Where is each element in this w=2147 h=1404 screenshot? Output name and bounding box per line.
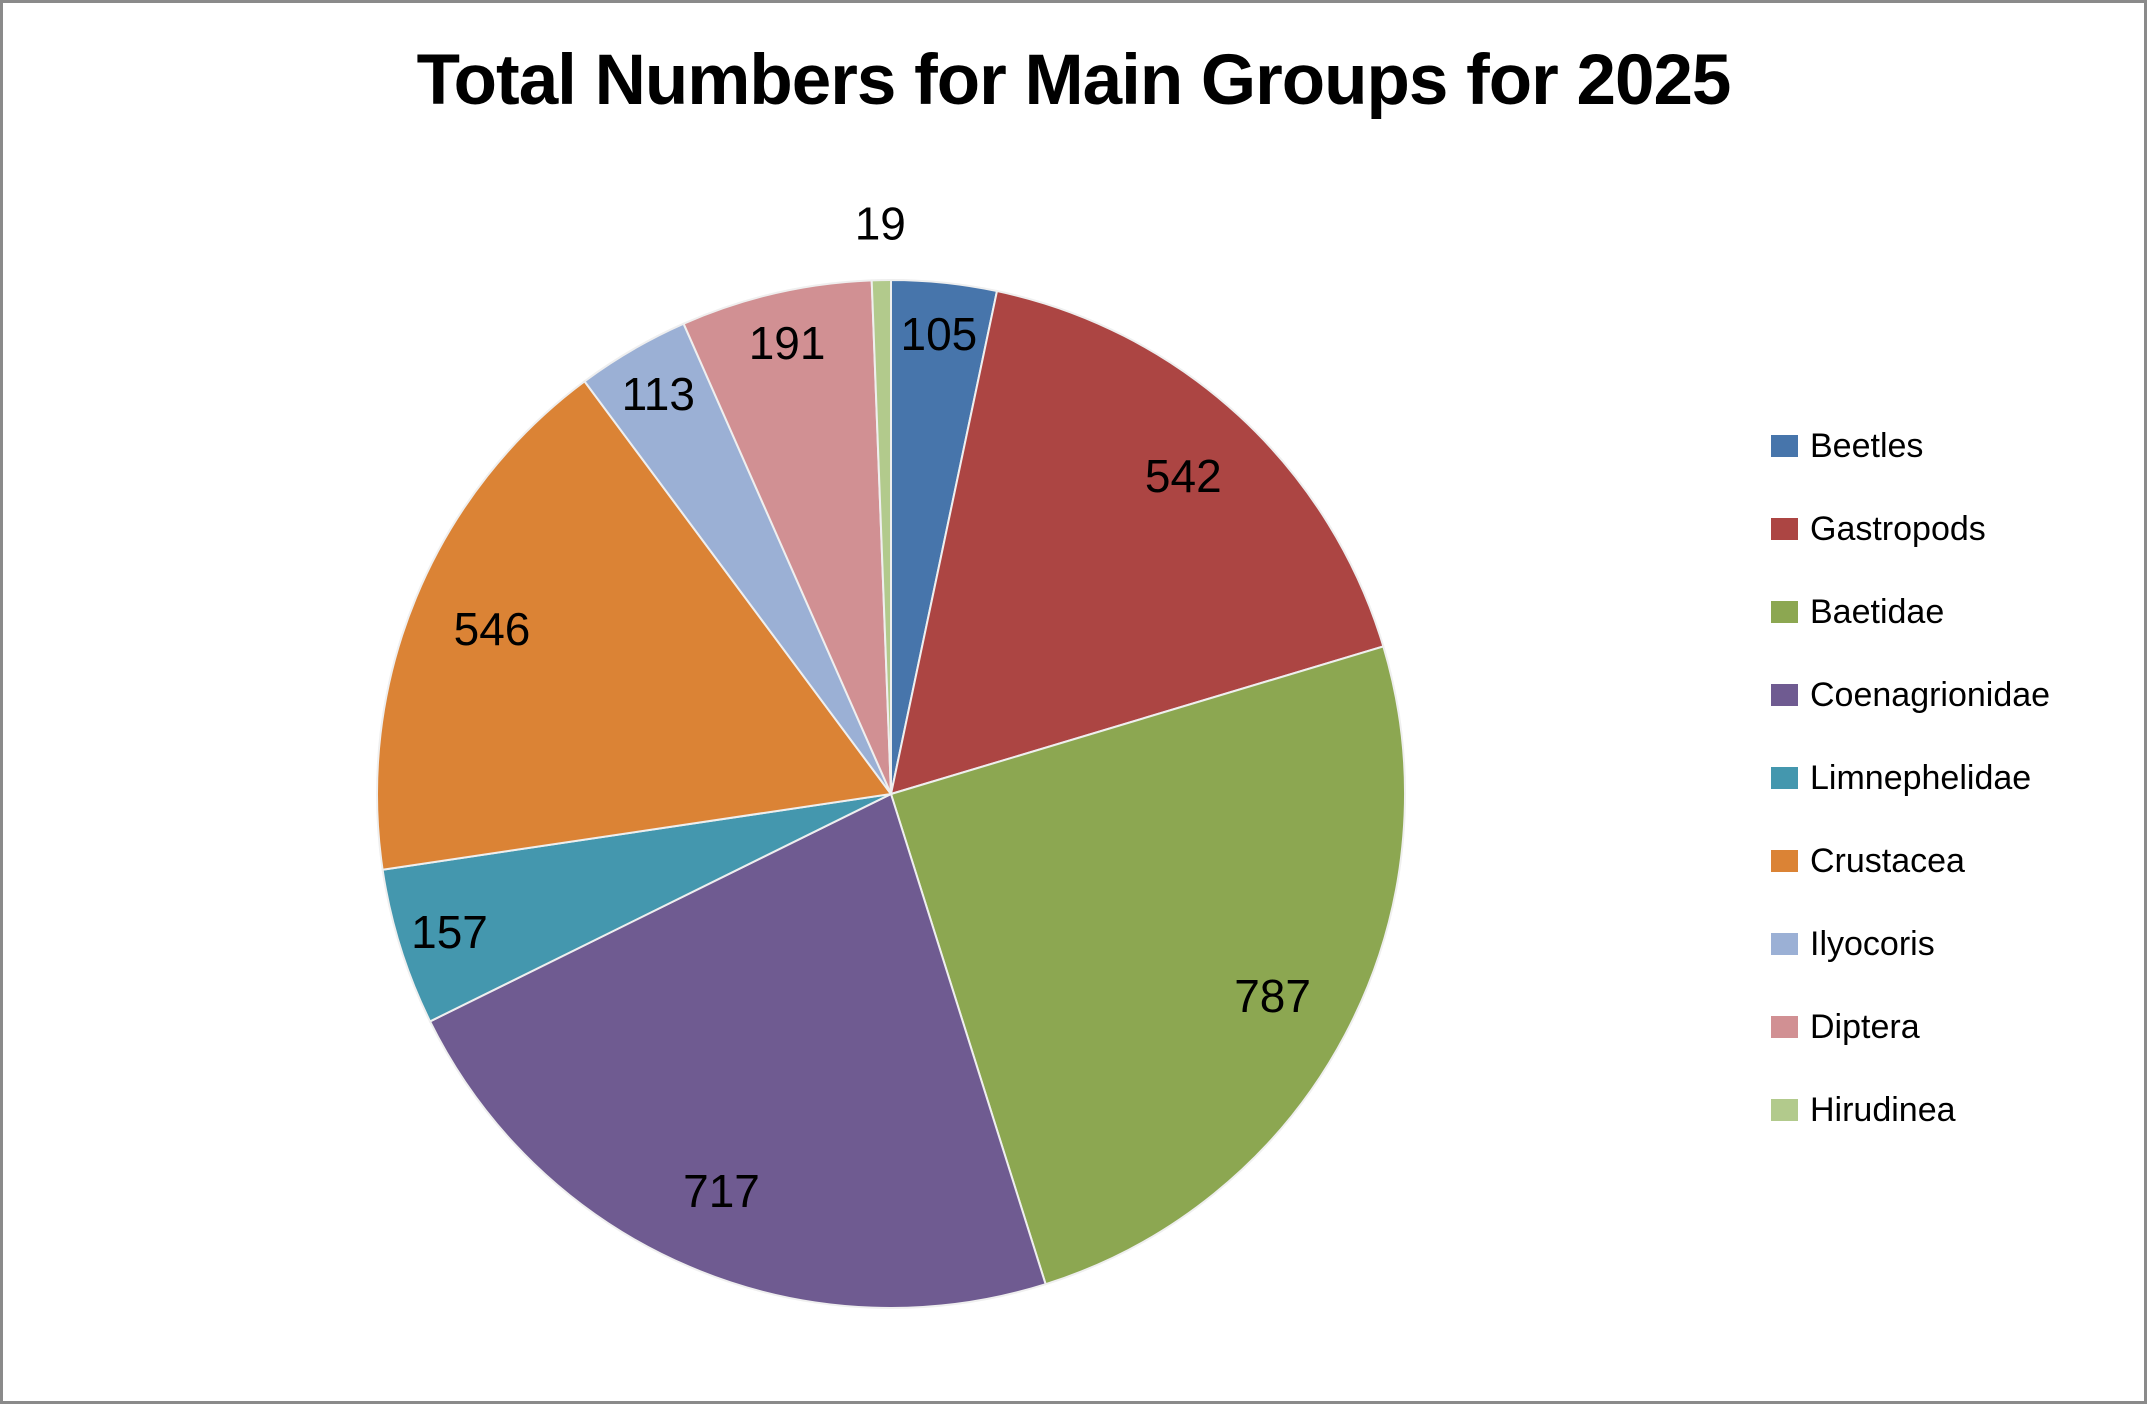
- legend-label: Limnephelidae: [1810, 758, 2032, 797]
- data-label-limnephelidae: 157: [411, 906, 488, 958]
- legend-swatch-diptera: [1771, 1015, 1798, 1038]
- legend-label: Ilyocoris: [1810, 924, 1935, 963]
- legend-swatch-beetles: [1771, 434, 1798, 457]
- legend-item-coenagrionidae: Coenagrionidae: [1771, 653, 2050, 736]
- data-label-hirudinea: 19: [855, 198, 906, 250]
- data-label-crustacea: 546: [454, 603, 531, 655]
- chart-title: Total Numbers for Main Groups for 2025: [416, 41, 1732, 120]
- legend-swatch-gastropods: [1771, 517, 1798, 540]
- legend-label: Crustacea: [1810, 841, 1965, 880]
- legend-swatch-coenagrionidae: [1771, 683, 1798, 706]
- data-label-coenagrionidae: 717: [683, 1165, 760, 1217]
- data-label-beetles: 105: [901, 308, 978, 360]
- legend-label: Coenagrionidae: [1810, 675, 2051, 714]
- pie-chart: 105 542 787 717 157 546 113 191 19: [376, 198, 1407, 1309]
- data-label-baetidae: 787: [1234, 970, 1311, 1022]
- legend-swatch-baetidae: [1771, 600, 1798, 623]
- legend-item-beetles: Beetles: [1771, 404, 2050, 487]
- legend-swatch-crustacea: [1771, 849, 1798, 872]
- legend-label: Hirudinea: [1810, 1090, 1956, 1129]
- data-label-gastropods: 542: [1145, 450, 1222, 502]
- pie-slice-coenagrionidae: [428, 792, 1047, 1309]
- legend-item-limnephelidae: Limnephelidae: [1771, 736, 2050, 819]
- pie-slice-hirudinea: [870, 278, 892, 795]
- pie-slice-gastropods: [889, 289, 1385, 796]
- legend-item-ilyocoris: Ilyocoris: [1771, 902, 2050, 985]
- legend-item-hirudinea: Hirudinea: [1771, 1068, 2050, 1151]
- pie-slice-diptera: [682, 279, 892, 795]
- legend-label: Beetles: [1810, 426, 1924, 465]
- legend-item-baetidae: Baetidae: [1771, 570, 2050, 653]
- pie-slice-crustacea: [376, 379, 893, 871]
- legend-item-gastropods: Gastropods: [1771, 487, 2050, 570]
- legend-item-crustacea: Crustacea: [1771, 819, 2050, 902]
- legend-swatch-limnephelidae: [1771, 766, 1798, 789]
- pie-data-labels: 105 542 787 717 157 546 113 191 19: [411, 198, 1311, 1217]
- legend-swatch-ilyocoris: [1771, 932, 1798, 955]
- legend-swatch-hirudinea: [1771, 1098, 1798, 1121]
- legend-label: Baetidae: [1810, 592, 1945, 631]
- data-label-ilyocoris: 113: [622, 368, 695, 420]
- pie-slices: [376, 278, 1407, 1309]
- legend-item-diptera: Diptera: [1771, 985, 2050, 1068]
- legend: Beetles Gastropods Baetidae Coenagrionidae L…: [1771, 404, 2050, 1151]
- pie-slice-baetidae: [889, 645, 1407, 1286]
- data-label-diptera: 191: [749, 317, 826, 369]
- legend-label: Gastropods: [1810, 509, 1986, 548]
- legend-label: Diptera: [1810, 1007, 1920, 1046]
